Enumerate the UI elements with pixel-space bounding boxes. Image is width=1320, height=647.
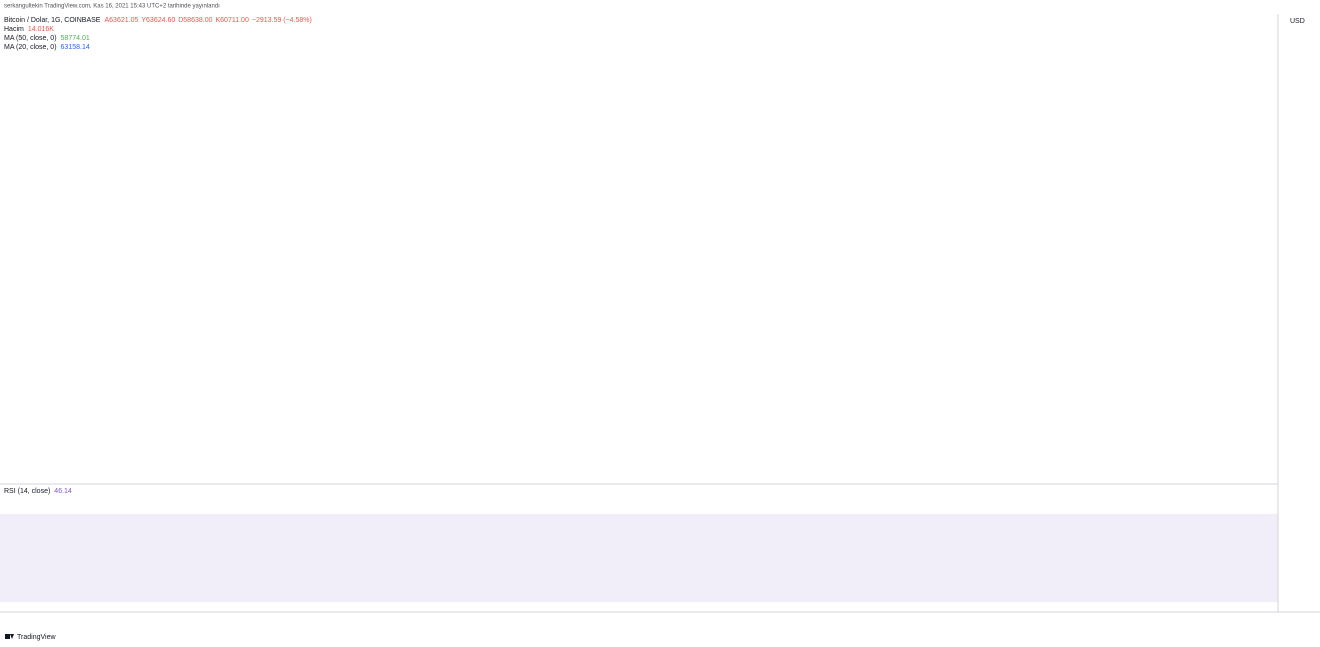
logo-block [5,634,10,639]
footer-text: TradingView [17,634,56,641]
legend-open: A63621.05 [104,17,138,24]
currency: USD [1290,18,1305,25]
legend-low: D58638.00 [178,17,212,24]
published-note: serkangultekin TradingView.com, Kas 16, … [4,4,220,10]
rsi-value: 46.14 [54,488,72,495]
ma-value: 58774.01 [61,35,90,42]
ma-name: MA (20, close, 0) [4,44,57,51]
logo-shape [10,634,14,639]
legend-high: Y63624.60 [141,17,175,24]
rsi-name: RSI (14, close) [4,488,50,495]
ma50-legend: MA (50, close, 0) 58774.01 [4,35,90,42]
symbol-legend: Bitcoin / Dolar, 1G, COINBASE A63621.05 Y6… [4,17,312,24]
rsi-legend: RSI (14, close) 46.14 [4,488,72,495]
ma20-legend: MA (20, close, 0) 63158.14 [4,44,90,51]
legend-close: K60711.00 [216,17,249,24]
volume-legend: Hacim 14.016K [4,26,54,33]
ma-name: MA (50, close, 0) [4,35,57,42]
symbol: Bitcoin / Dolar, 1G, COINBASE [4,17,101,24]
volume-name: Hacim [4,26,24,33]
ma-value: 63158.14 [61,44,90,51]
legend-change: −2913.59 (−4.58%) [252,17,312,24]
rsi-band [0,513,1278,603]
footer-logo: TradingView [5,634,56,641]
volume-value: 14.016K [28,26,54,33]
